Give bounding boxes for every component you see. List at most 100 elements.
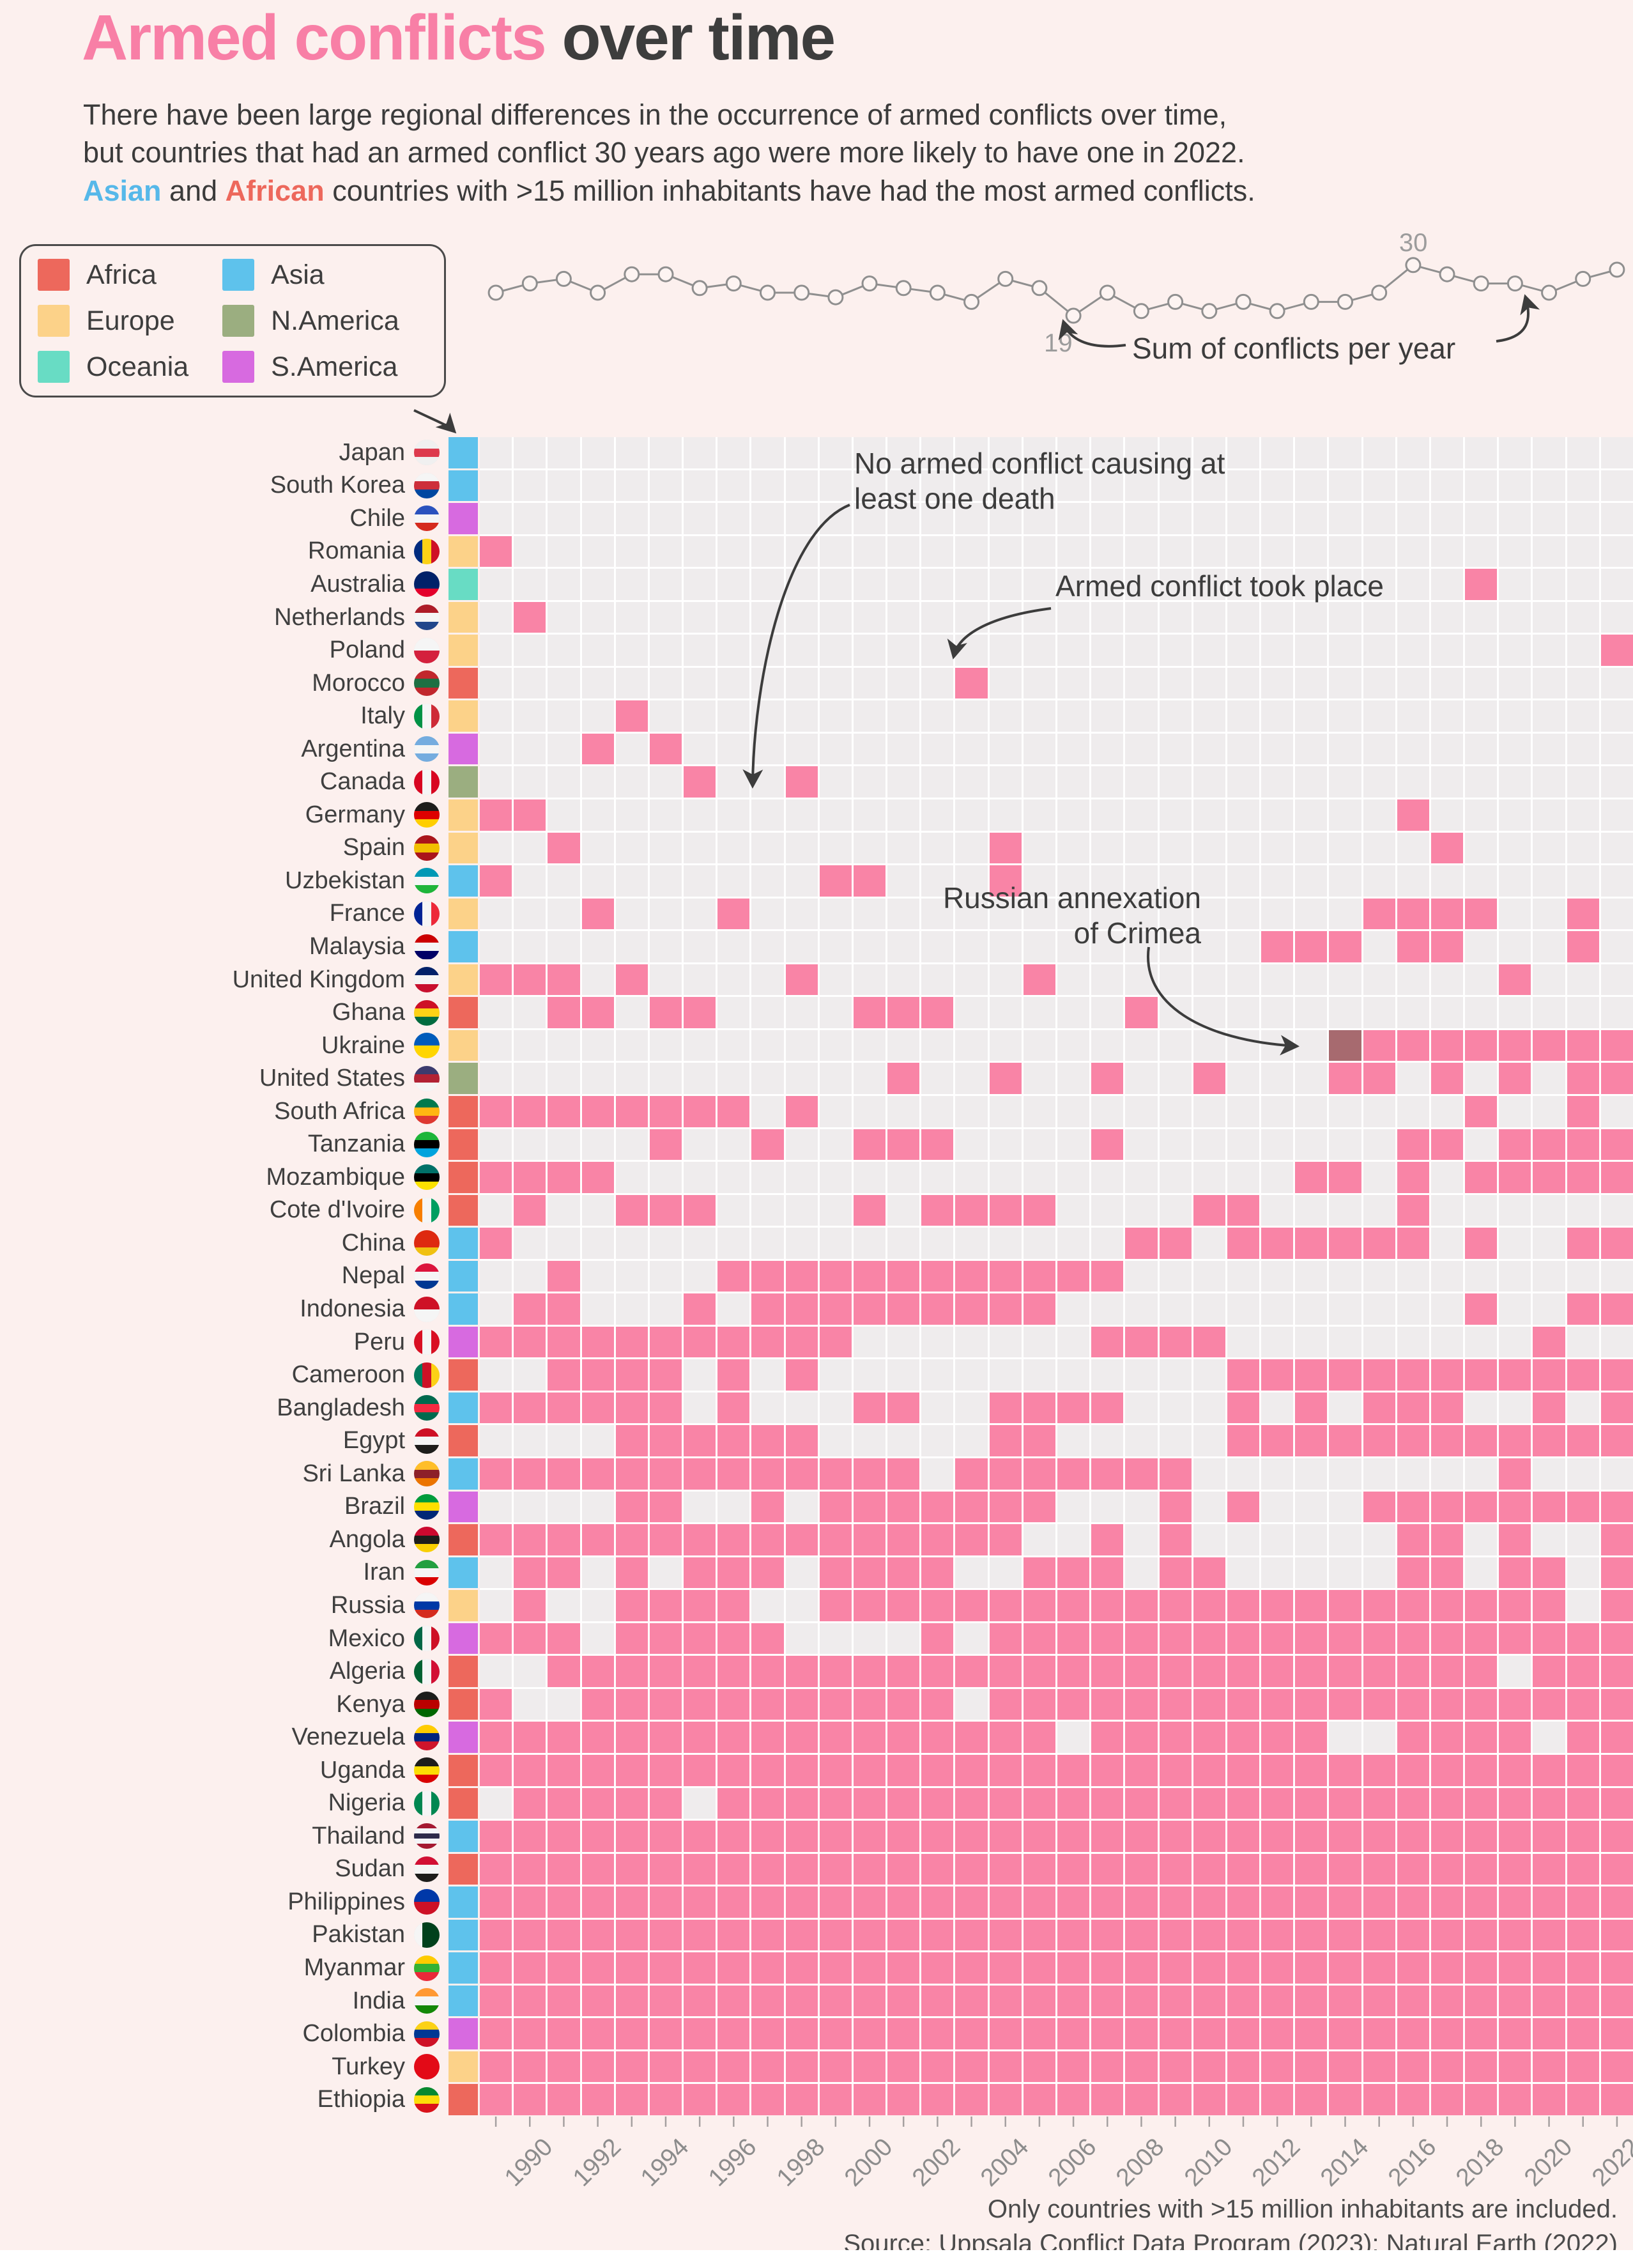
heatmap-cell (1499, 1260, 1531, 1292)
heatmap-cell (615, 1952, 648, 1984)
heatmap-cell (615, 536, 648, 567)
heatmap-cell (1465, 799, 1498, 831)
heatmap-cell (751, 1688, 784, 1720)
heatmap-cell (1499, 1228, 1531, 1259)
heatmap-cell (1227, 1392, 1260, 1424)
country-label: Cameroon (291, 1361, 405, 1389)
heatmap-cell (1227, 667, 1260, 699)
heatmap-cell (1261, 832, 1294, 864)
heatmap-cell (1091, 1656, 1124, 1687)
heatmap-cell (514, 2018, 546, 2049)
heatmap-cell (853, 1524, 886, 1555)
country-row-romania: Romania (0, 536, 478, 567)
heatmap-cell (1057, 635, 1090, 666)
flag-icon (414, 1724, 440, 1750)
heatmap-cell (1227, 437, 1260, 468)
heatmap-cell (581, 1886, 614, 1918)
legend-label: Europe (86, 305, 175, 336)
flag-icon (414, 1099, 440, 1125)
heatmap-cell (1057, 1260, 1090, 1292)
heatmap-cell (480, 635, 512, 666)
heatmap-cell (955, 536, 988, 567)
heatmap-cell (649, 1458, 682, 1490)
legend-label: Oceania (86, 351, 189, 382)
country-list: Japan South Korea Chile Romania Australia Net… (0, 437, 478, 2115)
sparkline-point (725, 275, 742, 292)
heatmap-cell (1465, 1623, 1498, 1655)
heatmap-cell (1329, 1557, 1361, 1589)
heatmap-cell (1023, 1754, 1055, 1786)
heatmap-cell (1533, 536, 1565, 567)
heatmap-cell (1533, 1491, 1565, 1523)
heatmap-cell (1057, 1853, 1090, 1885)
country-label: Ethiopia (317, 2086, 405, 2113)
heatmap-cell (649, 1228, 682, 1259)
heatmap-cell (1465, 437, 1498, 468)
heatmap-cell (1567, 1095, 1599, 1127)
country-label: Chile (349, 504, 405, 532)
heatmap-cell (1600, 1162, 1633, 1193)
heatmap-cell (684, 964, 716, 996)
heatmap-cell (1430, 1853, 1464, 1885)
heatmap-cell (1159, 1886, 1192, 1918)
heatmap-cell (717, 1787, 750, 1819)
heatmap-cell (1261, 1722, 1294, 1753)
heatmap-cell (1499, 536, 1531, 567)
heatmap-cell (581, 1688, 614, 1720)
heatmap-cell (1533, 1458, 1565, 1490)
heatmap-cell (1499, 1458, 1531, 1490)
country-row-ethiopia: Ethiopia (0, 2084, 478, 2115)
heatmap-cell (615, 1821, 648, 1852)
heatmap-cell (1193, 437, 1225, 468)
heatmap-cell (1261, 1656, 1294, 1687)
heatmap-cell (887, 1722, 920, 1753)
heatmap-cell (921, 1425, 954, 1457)
continent-swatch (448, 898, 478, 930)
heatmap-cell (548, 1656, 580, 1687)
heatmap-cell (819, 997, 852, 1028)
heatmap-cell (989, 898, 1022, 930)
flag-icon (414, 1131, 440, 1157)
heatmap-cell (1091, 1524, 1124, 1555)
continent-swatch (448, 601, 478, 633)
heatmap-cell (548, 1095, 580, 1127)
country-row-netherlands: Netherlands (0, 601, 478, 633)
heatmap-cell (1430, 1194, 1464, 1226)
heatmap-cell (1261, 1359, 1294, 1391)
heatmap-cell (480, 470, 512, 502)
heatmap-cell (819, 1590, 852, 1621)
heatmap-cell (649, 997, 682, 1028)
heatmap-cell (649, 470, 682, 502)
heatmap-cell (1329, 437, 1361, 468)
legend-swatch (38, 305, 70, 337)
country-row-ukraine: Ukraine (0, 1030, 478, 1061)
heatmap-cell (1193, 470, 1225, 502)
heatmap-cell (1363, 1952, 1395, 1984)
heatmap-cell (1533, 931, 1565, 962)
heatmap-cell (1057, 1392, 1090, 1424)
heatmap-cell (1091, 997, 1124, 1028)
continent-swatch (448, 1524, 478, 1555)
heatmap-cell (1295, 1260, 1328, 1292)
heatmap-cell (785, 997, 818, 1028)
heatmap-cell (1397, 865, 1429, 897)
heatmap-cell (785, 1985, 818, 2017)
heatmap-cell (1363, 1359, 1395, 1391)
heatmap-cell (1533, 1293, 1565, 1325)
heatmap-cell (1295, 832, 1328, 864)
heatmap-cell (819, 964, 852, 996)
heatmap-cell (1091, 964, 1124, 996)
heatmap-cell (684, 832, 716, 864)
heatmap-cell (955, 700, 988, 732)
heatmap-cell (1363, 1853, 1395, 1885)
heatmap-cell (1329, 1129, 1361, 1161)
heatmap-cell (1397, 635, 1429, 666)
heatmap-cell (1363, 1787, 1395, 1819)
heatmap-cell (480, 898, 512, 930)
heatmap-cell (989, 1886, 1022, 1918)
heatmap-cell (548, 766, 580, 798)
heatmap-cell (1499, 1326, 1531, 1358)
heatmap-cell (1600, 1590, 1633, 1621)
heatmap-cell (548, 1754, 580, 1786)
heatmap-cell (1499, 1557, 1531, 1589)
